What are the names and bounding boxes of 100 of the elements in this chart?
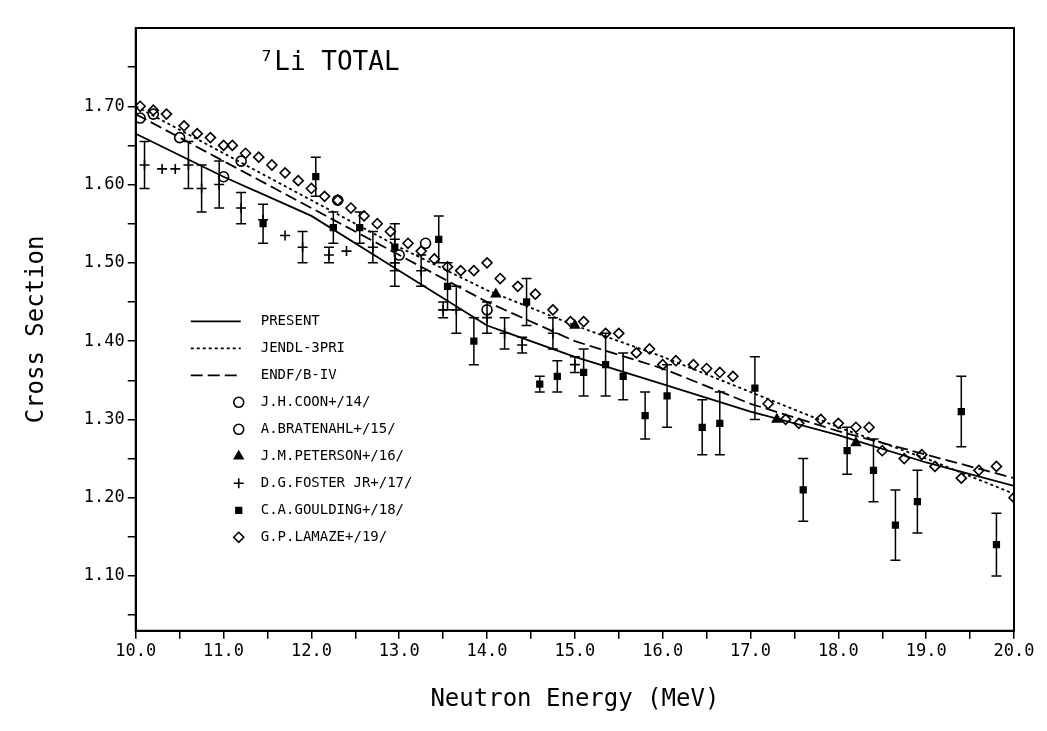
point	[217, 170, 230, 183]
point	[312, 173, 320, 181]
point	[195, 182, 208, 195]
point	[863, 421, 875, 434]
point	[173, 131, 186, 144]
point	[869, 466, 878, 474]
point	[239, 147, 252, 160]
point	[898, 452, 911, 465]
point	[217, 139, 230, 152]
point	[547, 304, 559, 316]
point	[599, 327, 612, 340]
x-tick-label: 19.0	[905, 640, 947, 661]
point	[700, 362, 713, 375]
point	[698, 423, 706, 431]
point	[843, 447, 851, 455]
point	[522, 298, 531, 306]
point	[553, 372, 561, 380]
x-axis-title: Neutron Energy (MeV)	[430, 683, 720, 712]
x-tick-label: 10.0	[115, 640, 157, 661]
point	[435, 235, 443, 243]
y-tick-label: 1.70	[83, 94, 125, 115]
point	[279, 167, 291, 179]
legend-label: J.M.PETERSON+/16/	[260, 446, 405, 463]
x-tick-label: 13.0	[378, 640, 420, 661]
point	[468, 264, 480, 277]
point	[641, 411, 649, 420]
point	[371, 217, 384, 230]
point	[441, 260, 454, 273]
x-tick-label: 14.0	[466, 640, 508, 661]
point	[305, 182, 318, 195]
point	[876, 444, 889, 457]
point	[564, 315, 577, 328]
point	[292, 174, 305, 187]
point	[929, 460, 941, 473]
point	[793, 417, 805, 430]
y-tick-label: 1.20	[83, 486, 125, 507]
point	[716, 419, 724, 427]
point	[204, 131, 217, 144]
point	[358, 210, 370, 222]
point	[340, 245, 353, 257]
point	[779, 413, 792, 426]
point	[279, 229, 291, 242]
point	[687, 358, 700, 371]
point	[393, 249, 406, 261]
point	[345, 202, 357, 214]
point	[751, 384, 759, 392]
x-tick-label: 16.0	[642, 640, 684, 661]
point	[252, 151, 265, 163]
point	[428, 253, 441, 265]
point	[814, 413, 827, 426]
point	[511, 280, 524, 293]
legend-label: G.P.LAMAZE+/19/	[260, 527, 388, 544]
point	[619, 372, 627, 380]
point	[663, 392, 671, 400]
point	[443, 282, 452, 290]
legend-label: PRESENT	[260, 311, 321, 328]
point	[419, 237, 432, 250]
point	[643, 343, 656, 355]
point	[915, 448, 928, 461]
legend-label: D.G.FOSTER JR+/17/	[260, 473, 413, 490]
point	[384, 225, 397, 238]
point	[957, 407, 965, 416]
point	[762, 397, 774, 410]
x-tick-label: 12.0	[290, 640, 332, 661]
legend-label: JENDL-3PRI	[260, 338, 346, 355]
y-tick-label: 1.50	[83, 251, 125, 272]
point	[235, 155, 247, 167]
point	[160, 108, 173, 120]
point	[727, 370, 739, 383]
point	[992, 541, 1001, 549]
x-tick-label: 15.0	[554, 640, 596, 661]
x-tick-label: 18.0	[817, 640, 859, 661]
point	[656, 358, 669, 371]
point	[318, 190, 331, 203]
point	[481, 257, 493, 269]
point	[612, 327, 625, 340]
x-tick-label: 17.0	[730, 640, 771, 661]
point	[191, 127, 204, 140]
point	[973, 464, 985, 477]
point	[470, 337, 478, 345]
point	[481, 304, 493, 316]
y-axis-title: Cross Section	[20, 235, 49, 424]
point	[913, 498, 922, 506]
point	[226, 139, 239, 152]
point	[147, 104, 160, 116]
y-tick-label: 1.60	[83, 172, 125, 193]
point	[955, 472, 968, 484]
point	[454, 264, 467, 277]
point	[891, 521, 900, 529]
point	[529, 288, 542, 300]
point	[569, 319, 580, 329]
point	[832, 417, 845, 430]
point	[169, 163, 182, 175]
point	[415, 245, 427, 257]
point	[850, 421, 862, 434]
x-tick-label: 11.0	[203, 640, 245, 661]
legend-label: ENDF/B-IV	[260, 365, 338, 382]
point	[266, 159, 278, 171]
y-tick-label: 1.30	[83, 407, 125, 428]
point	[580, 368, 588, 377]
